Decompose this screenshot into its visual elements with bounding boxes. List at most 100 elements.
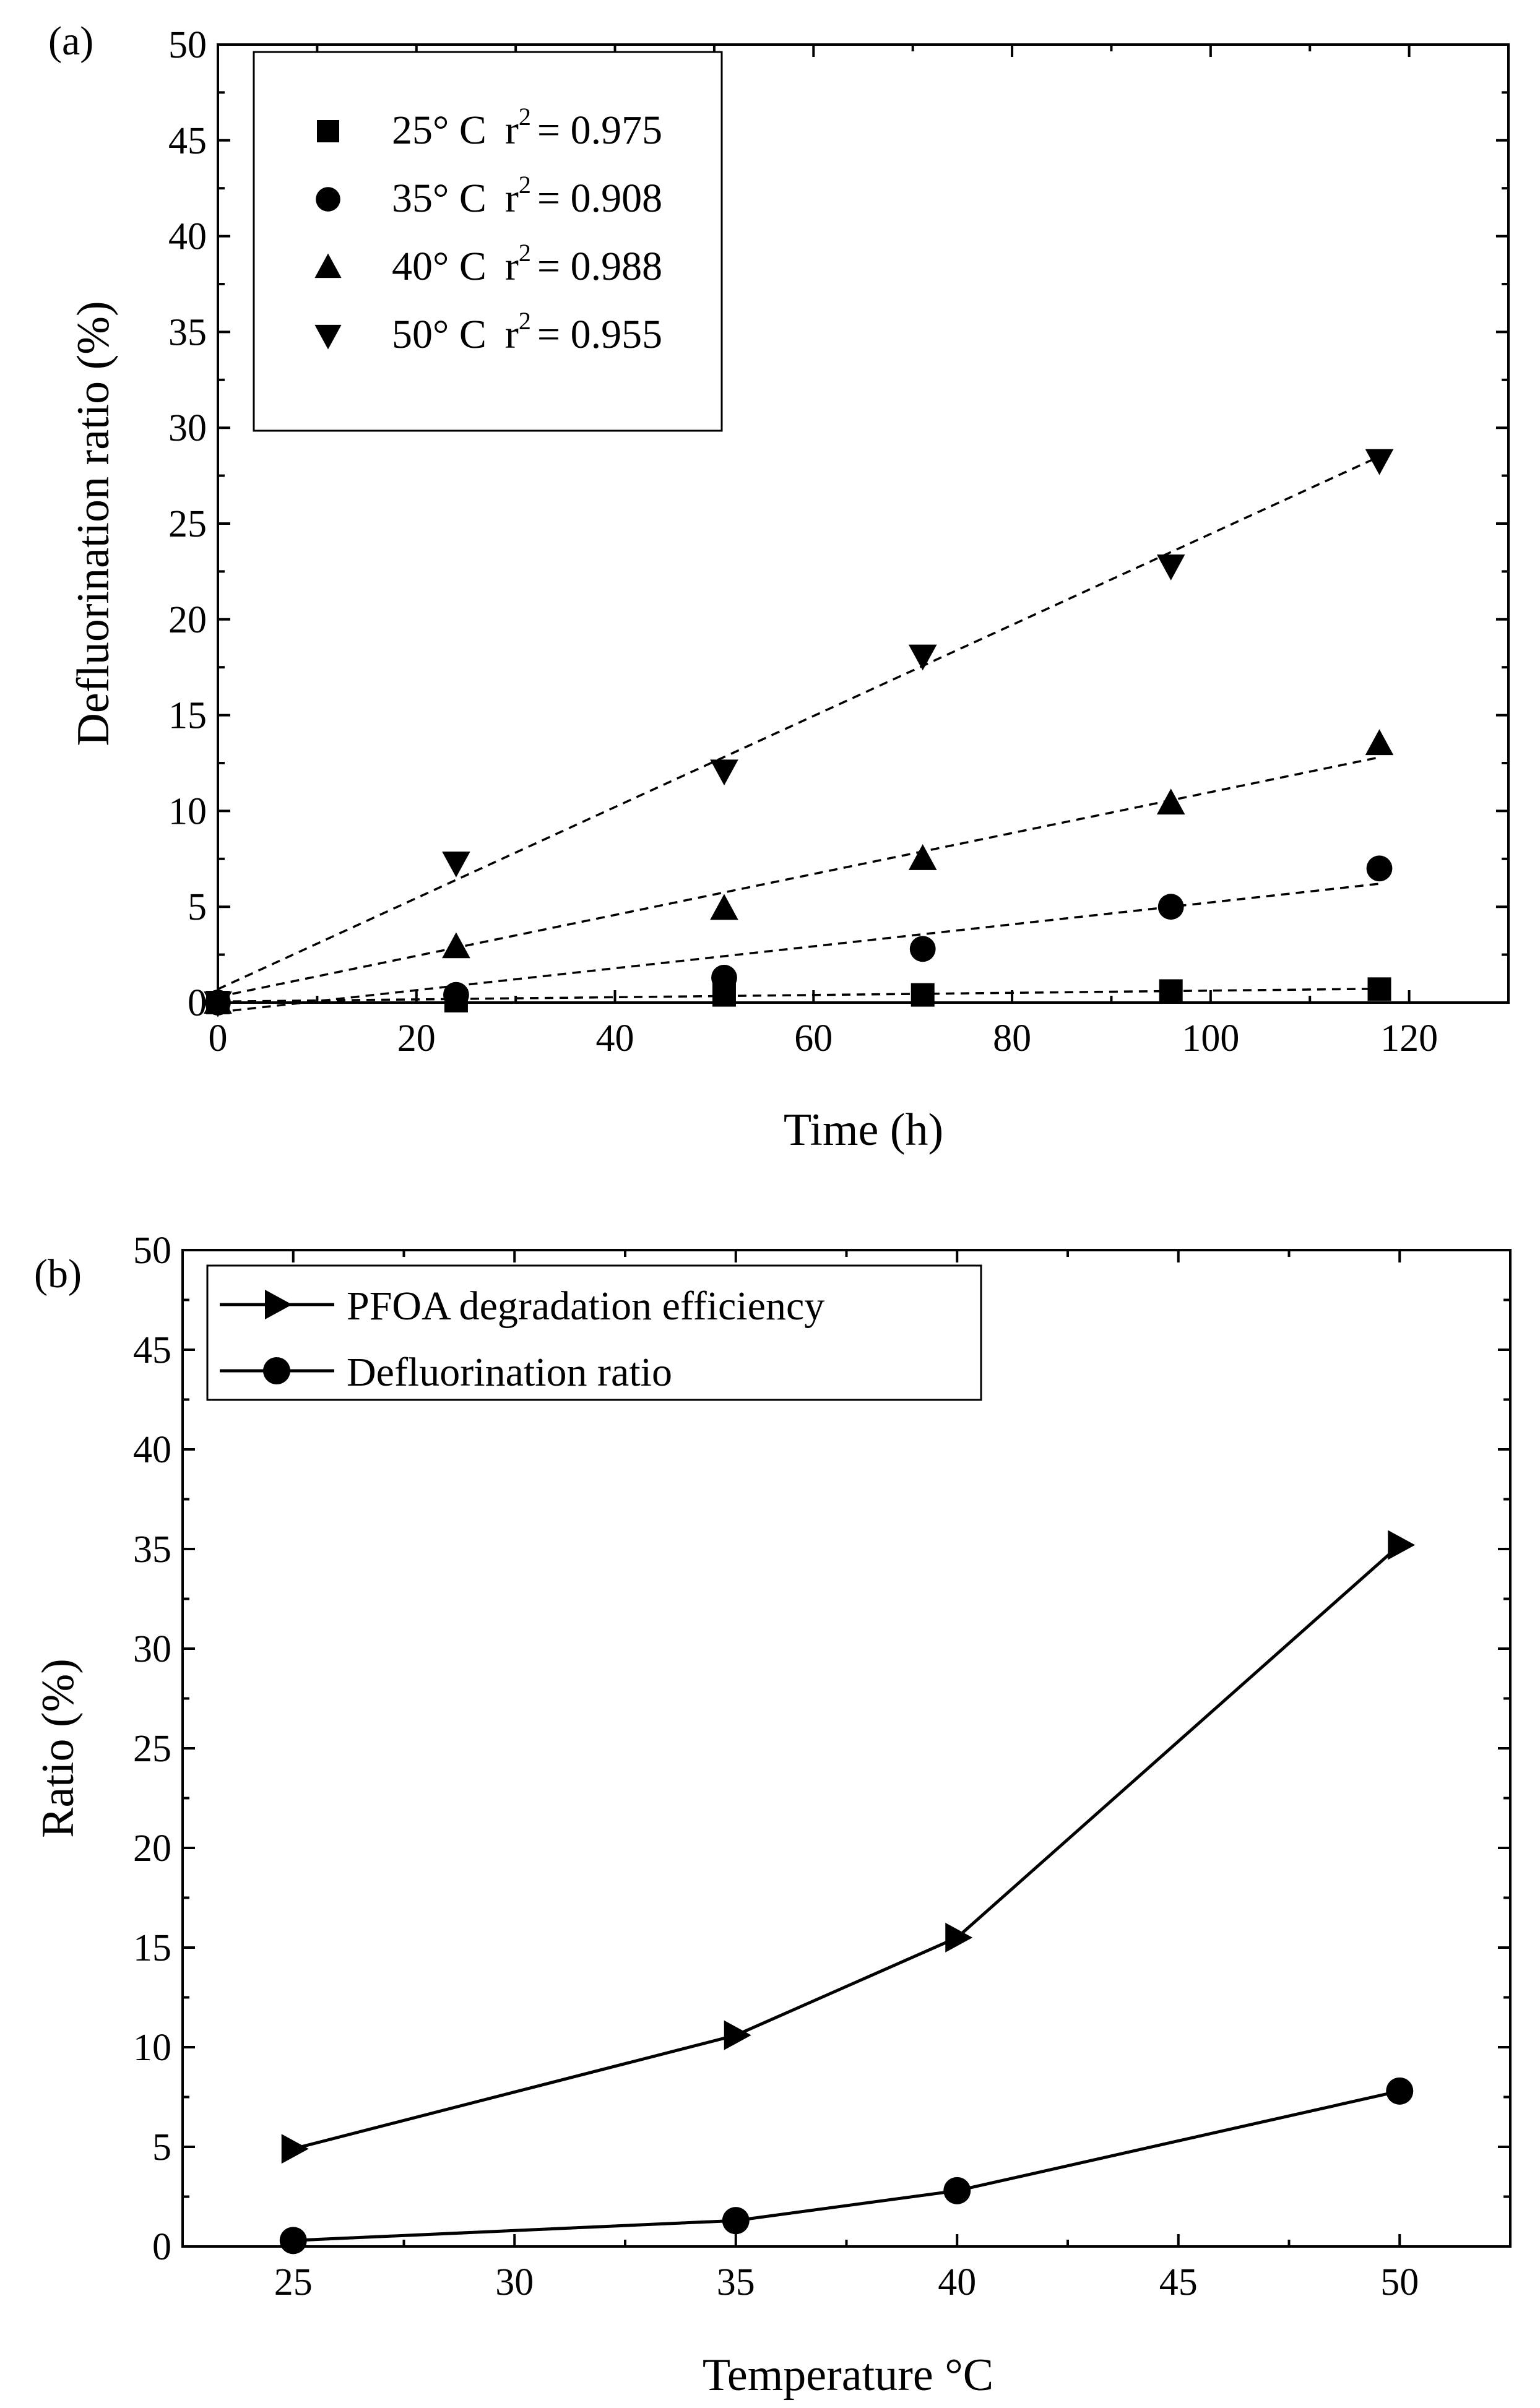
legend-r2-value: = 0.908 bbox=[537, 176, 662, 221]
panel-a-point-circle bbox=[711, 964, 737, 991]
panel-a-fit-line-1 bbox=[217, 987, 1380, 1003]
panel-a-legend-marker-triangle-down bbox=[314, 324, 342, 350]
panel-b-point-triangle-right bbox=[945, 1922, 973, 1953]
legend-r2-symbol: r bbox=[505, 108, 519, 153]
panel-b-x-axis-unit: °C bbox=[945, 2350, 993, 2401]
panel-b-series-line-2 bbox=[293, 2089, 1400, 2242]
panel-a-fit-line-2 bbox=[217, 883, 1380, 1014]
panel-a-point-circle bbox=[909, 936, 936, 962]
panel-a-x-tick-label: 100 bbox=[1182, 1017, 1239, 1059]
panel-b-x-tick-label: 35 bbox=[717, 2261, 755, 2303]
panel-a-legend-box bbox=[253, 51, 723, 432]
panel-a-point-triangle-down bbox=[908, 644, 937, 671]
panel-a-y-tick-label: 15 bbox=[168, 695, 207, 737]
panel-a-y-tick-label: 40 bbox=[168, 216, 207, 258]
panel-a-point-circle bbox=[1157, 894, 1184, 920]
panel-a-points bbox=[204, 449, 1394, 1017]
legend-temperature: 35° C bbox=[392, 176, 487, 221]
panel-a-legend-label: 25° C r2 = 0.975 bbox=[392, 103, 662, 153]
panel-a-y-tick-label: 25 bbox=[168, 503, 207, 545]
panel-a-fit-lines bbox=[217, 455, 1380, 1014]
panel-b-y-tick-label: 35 bbox=[133, 1529, 171, 1571]
panel-a-legend-label: 40° C r2 = 0.988 bbox=[392, 239, 662, 289]
panel-b-point-triangle-right bbox=[281, 2134, 309, 2164]
panel-b-y-tick-label: 5 bbox=[152, 2126, 171, 2168]
panel-b-y-axis-title: Ratio (%) bbox=[33, 1659, 84, 1838]
legend-r2-exponent: 2 bbox=[519, 239, 531, 267]
panel-a-point-triangle-down bbox=[1365, 449, 1394, 475]
panel-b-x-axis-title: Temperature °C bbox=[703, 2350, 993, 2401]
panel-b-y-tick-label: 50 bbox=[133, 1230, 171, 1272]
panel-b-point-triangle-right bbox=[724, 2020, 751, 2050]
panel-a-x-tick-label: 120 bbox=[1380, 1017, 1438, 1059]
panel-b-y-tick-label: 40 bbox=[133, 1429, 171, 1471]
panel-a-point-triangle-down bbox=[710, 759, 738, 786]
legend-r2-exponent: 2 bbox=[519, 103, 531, 131]
panel-a-x-tick-label: 20 bbox=[397, 1017, 436, 1059]
legend-r2-value: = 0.988 bbox=[537, 244, 662, 289]
panel-a-ticks: 0 5 10 15 20 25 30 35 40 45 50 0 20 40 60 80 100 120 bbox=[168, 24, 1510, 1059]
panel-b-y-tick-label: 30 bbox=[133, 1628, 171, 1670]
panel-a-point-triangle-up bbox=[1156, 788, 1185, 815]
panel-b-y-tick-label: 45 bbox=[133, 1329, 171, 1371]
panel-b-x-axis-title-text: Temperature bbox=[703, 2350, 933, 2401]
panel-b-x-tick-label: 50 bbox=[1380, 2261, 1419, 2303]
panel-a-point-circle bbox=[443, 982, 469, 1008]
legend-temperature: 50° C bbox=[392, 312, 487, 357]
panel-b-legend-marker-triangle-right bbox=[265, 1290, 292, 1319]
panel-a-x-tick-label: 40 bbox=[596, 1017, 634, 1059]
panel-a-point-square bbox=[1367, 977, 1391, 1001]
panel-a-fit-line-4 bbox=[217, 455, 1380, 990]
panel-a-legend-marker-square bbox=[317, 120, 339, 142]
panel-a-y-tick-label: 20 bbox=[168, 599, 207, 641]
legend-temperature: 25° C bbox=[392, 108, 487, 153]
panel-b-point-circle bbox=[943, 2177, 971, 2204]
panel-b-x-tick-label: 30 bbox=[495, 2261, 534, 2303]
panel-a-y-tick-label: 35 bbox=[168, 311, 207, 353]
panel-a-point-triangle-down bbox=[204, 991, 232, 1017]
panel-a-point-square bbox=[911, 983, 935, 1007]
panel-b-chart: (b) 0 5 10 15 20 25 30 35 40 45 50 25 30 35 40 45 50 PFO… bbox=[33, 1230, 1512, 2401]
panel-b-legend-label: Defluorination ratio bbox=[347, 1350, 672, 1395]
panel-a-y-tick-label: 5 bbox=[188, 886, 207, 928]
panel-a-point-triangle-down bbox=[442, 851, 470, 878]
legend-r2-value: = 0.975 bbox=[537, 108, 662, 153]
panel-b-x-tick-label: 40 bbox=[938, 2261, 976, 2303]
panel-a-label: (a) bbox=[48, 19, 93, 64]
panel-a-y-tick-label: 0 bbox=[188, 982, 207, 1024]
panel-a-y-tick-label: 50 bbox=[168, 24, 207, 66]
legend-r2-exponent: 2 bbox=[519, 307, 531, 335]
panel-a-point-square bbox=[1159, 979, 1183, 1003]
panel-b-series-lines bbox=[293, 1543, 1401, 2242]
panel-b-legend-marker-circle bbox=[263, 1357, 290, 1384]
panel-a-y-tick-label: 30 bbox=[168, 407, 207, 449]
panel-a-x-axis-title: Time (h) bbox=[784, 1105, 943, 1155]
panel-a-point-circle bbox=[1366, 855, 1393, 882]
panel-b-legend-box bbox=[206, 1264, 982, 1401]
legend-temperature: 40° C bbox=[392, 244, 487, 289]
panel-b-x-tick-label: 45 bbox=[1159, 2261, 1198, 2303]
panel-a-legend-label: 50° C r2 = 0.955 bbox=[392, 307, 662, 357]
panel-a-point-triangle-up bbox=[1365, 729, 1394, 756]
panel-a-x-tick-label: 0 bbox=[209, 1017, 228, 1059]
panel-a-x-tick-label: 80 bbox=[993, 1017, 1031, 1059]
panel-a-x-tick-label: 60 bbox=[794, 1017, 833, 1059]
panel-b-point-triangle-right bbox=[1388, 1530, 1416, 1560]
panel-b-points bbox=[279, 1530, 1416, 2255]
panel-a-point-triangle-down bbox=[1156, 555, 1185, 580]
panel-b-point-circle bbox=[279, 2227, 307, 2255]
legend-r2-exponent: 2 bbox=[519, 171, 531, 199]
panel-b-legend: PFOA degradation efficiency Defluorinatio… bbox=[220, 1284, 824, 1395]
legend-r2-symbol: r bbox=[505, 176, 519, 221]
panel-b-point-circle bbox=[722, 2207, 750, 2235]
panel-b-series-line-1 bbox=[293, 1543, 1401, 2151]
panel-b-y-tick-label: 0 bbox=[152, 2226, 171, 2268]
panel-a-fit-line-3 bbox=[217, 756, 1380, 998]
panel-b-y-tick-label: 15 bbox=[133, 1927, 171, 1969]
panel-b-ticks: 0 5 10 15 20 25 30 35 40 45 50 25 30 35 40 45 50 bbox=[133, 1230, 1512, 2303]
panel-b-y-tick-label: 25 bbox=[133, 1728, 171, 1770]
panel-b-y-tick-label: 20 bbox=[133, 1828, 171, 1870]
panel-b-legend-label: PFOA degradation efficiency bbox=[347, 1284, 824, 1329]
